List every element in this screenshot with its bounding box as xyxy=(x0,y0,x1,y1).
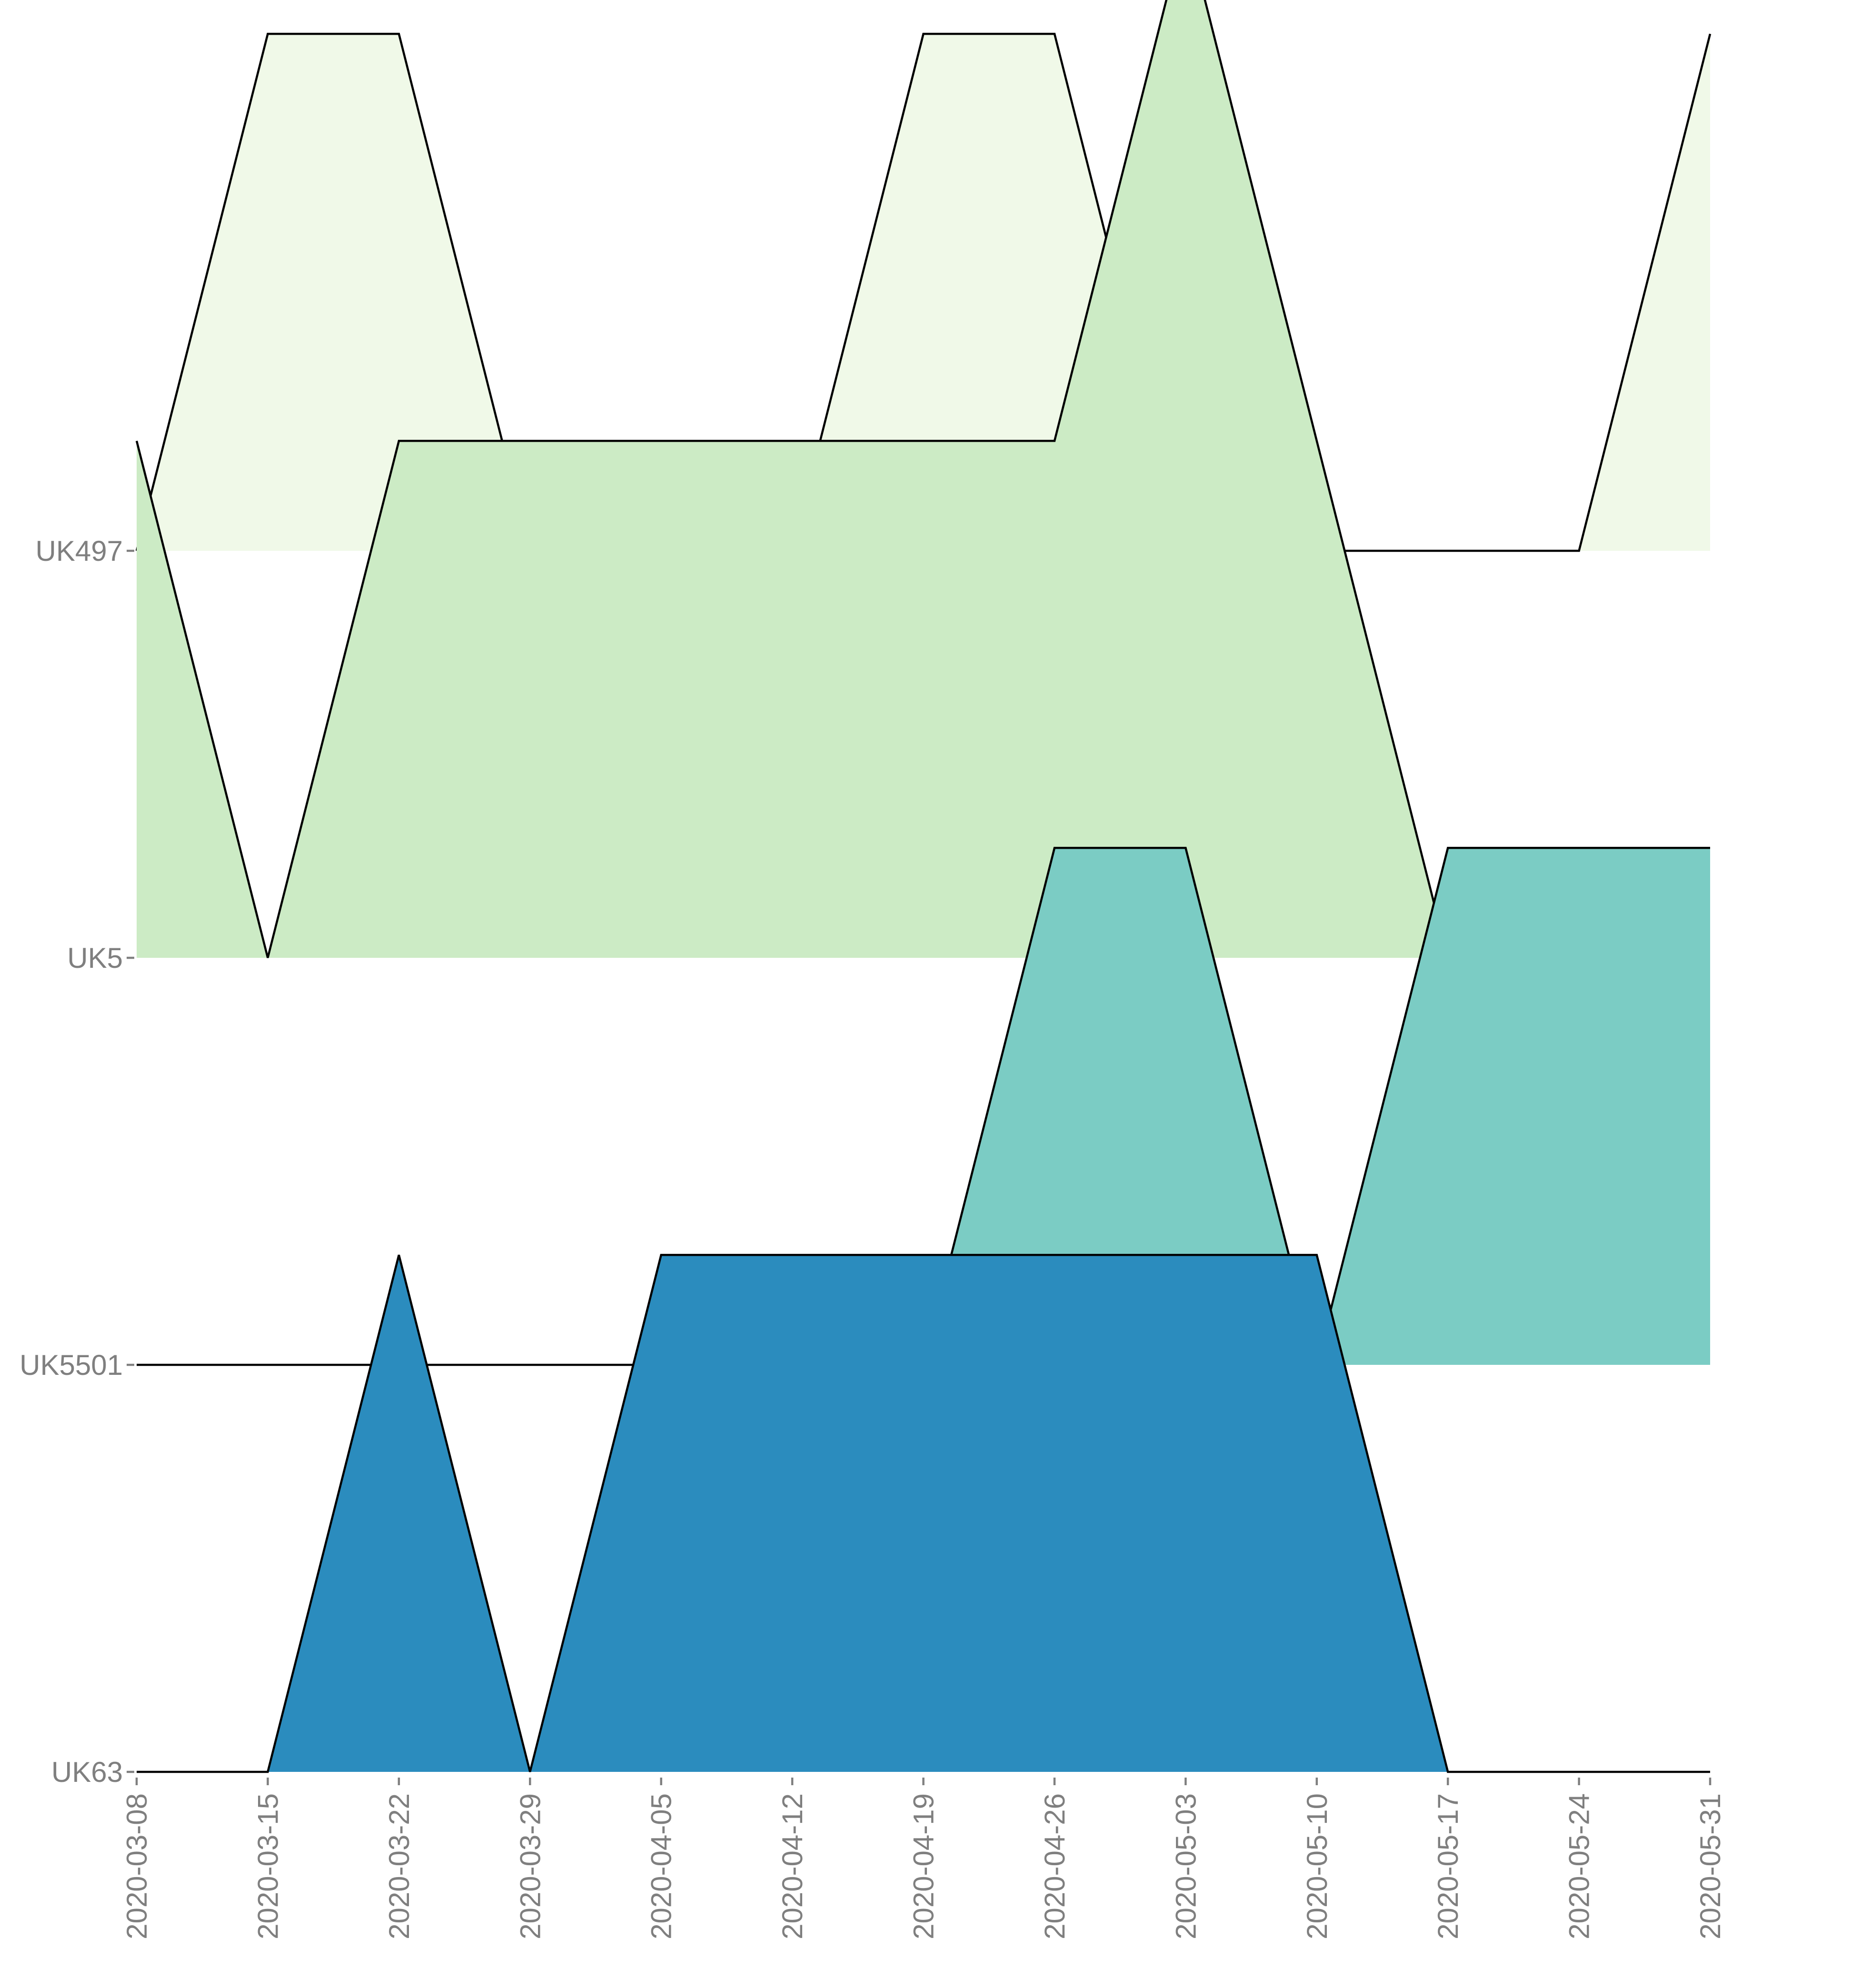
y-axis: UK497 UK5 UK5501 UK63 xyxy=(20,535,134,1788)
ridge-area-uk5501 xyxy=(137,848,1710,1365)
x-tick-label-2020-04-05: 2020-04-05 xyxy=(646,1793,677,1939)
x-tick-label-2020-04-19: 2020-04-19 xyxy=(908,1793,940,1939)
ridge-area-uk63 xyxy=(137,1255,1710,1772)
x-tick-label-2020-03-29: 2020-03-29 xyxy=(514,1793,546,1939)
ridge-area-uk5 xyxy=(137,0,1710,958)
y-tick-label-uk5: UK5 xyxy=(67,942,123,974)
x-tick-label-2020-03-22: 2020-03-22 xyxy=(383,1793,415,1939)
y-tick-label-uk5501: UK5501 xyxy=(20,1349,123,1381)
ridge-area-uk497 xyxy=(137,34,1710,551)
x-axis: 2020-03-08 2020-03-15 2020-03-22 2020-03-29… xyxy=(121,1778,1726,1939)
ridge-uk63 xyxy=(137,1253,1710,1773)
ridge-line-uk497 xyxy=(135,32,1712,552)
ridges-layer xyxy=(135,0,1712,1773)
x-tick-label-2020-05-03: 2020-05-03 xyxy=(1170,1793,1202,1939)
x-tick-label-2020-04-12: 2020-04-12 xyxy=(777,1793,808,1939)
x-tick-label-2020-05-17: 2020-05-17 xyxy=(1432,1793,1464,1939)
y-tick-label-uk63: UK63 xyxy=(51,1756,123,1788)
x-tick-label-2020-05-24: 2020-05-24 xyxy=(1563,1793,1595,1939)
x-tick-label-2020-03-08: 2020-03-08 xyxy=(121,1793,153,1939)
y-tick-label-uk497: UK497 xyxy=(36,535,123,567)
x-tick-label-2020-05-10: 2020-05-10 xyxy=(1301,1793,1333,1939)
ridge-line-uk63 xyxy=(137,1253,1710,1773)
x-tick-label-2020-05-31: 2020-05-31 xyxy=(1694,1793,1726,1939)
x-tick-label-2020-04-26: 2020-04-26 xyxy=(1039,1793,1071,1939)
x-tick-label-2020-03-15: 2020-03-15 xyxy=(252,1793,284,1939)
ridge-uk497 xyxy=(135,32,1712,552)
